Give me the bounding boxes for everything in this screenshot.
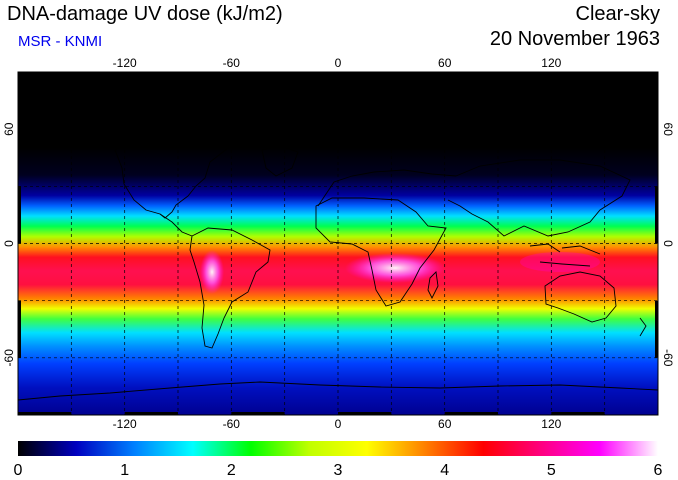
lon-label-bottom: 0 — [335, 417, 342, 431]
chart-title: DNA-damage UV dose (kJ/m2) — [7, 3, 283, 25]
coast-madagascar — [427, 271, 439, 300]
lat-label-right: 60 — [661, 123, 675, 137]
colorbar: 0 1 2 3 4 5 6 — [14, 441, 663, 479]
lon-labels-bottom: -120 -60 0 60 120 — [113, 417, 562, 431]
source-label: MSR - KNMI — [18, 33, 103, 50]
colorbar-label: 2 — [227, 462, 236, 479]
coast-australia — [544, 271, 617, 323]
coast-new-zealand — [639, 317, 647, 337]
lon-label-bottom: -60 — [223, 417, 241, 431]
lat-label-left: 60 — [2, 122, 16, 136]
coast-north-america — [114, 127, 229, 219]
frame-tick-bar-left — [18, 72, 21, 358]
coast-antarctica — [18, 381, 658, 401]
coast-europe — [317, 169, 457, 207]
lat-label-right: -60 — [661, 349, 675, 367]
lon-label-top: -60 — [223, 56, 241, 70]
colorbar-label: 4 — [440, 462, 449, 479]
date-label: 20 November 1963 — [489, 28, 660, 50]
lat-labels-right: 60 0 -60 — [661, 123, 675, 367]
lat-labels-left: 60 0 -60 — [2, 122, 16, 366]
coast-south-america — [189, 227, 271, 349]
lon-label-bottom: -120 — [113, 417, 137, 431]
andes-hotspot — [200, 250, 224, 294]
colorbar-label: 1 — [120, 462, 129, 479]
lon-label-top: 0 — [335, 56, 342, 70]
colorbar-label: 0 — [14, 462, 23, 479]
colorbar-gradient — [18, 441, 658, 456]
coast-asia — [447, 159, 631, 237]
lat-label-left: -60 — [2, 349, 16, 367]
colorbar-label: 6 — [654, 462, 663, 479]
indonesia-band — [520, 252, 600, 272]
coast-africa — [315, 197, 447, 307]
lon-label-top: 120 — [541, 56, 561, 70]
coast-greenland — [261, 145, 299, 177]
colorbar-label: 5 — [547, 462, 556, 479]
coastlines — [18, 127, 658, 401]
frame-tick-bar-top — [18, 72, 605, 75]
coast-central-america — [159, 213, 193, 237]
lon-label-top: 60 — [438, 56, 452, 70]
frame-tick-bar-bottom — [18, 412, 605, 415]
lon-labels-top: -120 -60 0 60 120 — [113, 56, 562, 70]
lat-label-right: 0 — [661, 240, 675, 247]
colorbar-label: 3 — [334, 462, 343, 479]
coast-indonesia — [529, 243, 601, 267]
lon-label-top: -120 — [113, 56, 137, 70]
lon-label-bottom: 120 — [541, 417, 561, 431]
graticule — [18, 72, 658, 415]
scenario-label: Clear-sky — [575, 3, 660, 25]
lat-label-left: 0 — [2, 240, 16, 247]
lon-label-bottom: 60 — [438, 417, 452, 431]
frame-tick-bar-right — [655, 72, 658, 358]
